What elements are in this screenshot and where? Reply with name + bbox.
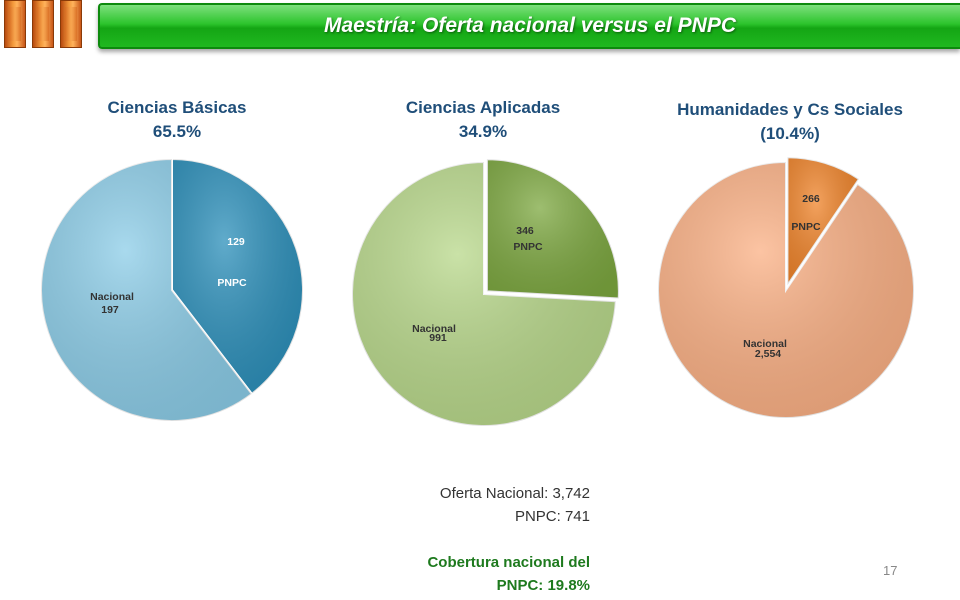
chart-1-heading: Ciencias Básicas 65.5% xyxy=(72,96,282,144)
pie-1-label-pnpc: PNPC xyxy=(217,277,247,289)
pie-3-slice-shade-nacional xyxy=(658,162,915,418)
tab-decoration-1 xyxy=(4,0,26,48)
pie-1-slice-shade-nacional xyxy=(41,159,252,421)
pie-2-value-pnpc: PNPC xyxy=(513,241,543,253)
summary-oferta-nacional: Oferta Nacional: 3,742 xyxy=(439,485,590,502)
chart-3-percent: (10.4%) xyxy=(760,124,820,143)
pie-1-value-pnpc: 129 xyxy=(227,236,245,248)
pie-2-slice-shade-pnpc xyxy=(486,159,619,299)
pie-2-slice-shade-nacional xyxy=(352,162,616,426)
title-banner: Maestría: Oferta nacional versus el PNPC xyxy=(98,3,960,49)
tab-decoration-2 xyxy=(32,0,54,48)
pie-3-value-nacional: 2,554 xyxy=(755,348,781,360)
pie-1-label-nacional: Nacional xyxy=(90,291,134,303)
pie-3-slice-shade-pnpc xyxy=(787,157,859,286)
summary-block: Oferta Nacional: 3,742 PNPC: 741 Cobertu… xyxy=(360,482,590,597)
chart-3-title: Humanidades y Cs Sociales xyxy=(677,100,903,119)
summary-pnpc: PNPC: 741 xyxy=(514,508,590,525)
pie-2-value-nacional: 991 xyxy=(429,332,447,344)
slide-title: Maestría: Oferta nacional versus el PNPC xyxy=(324,14,736,37)
page-number: 17 xyxy=(883,563,898,578)
chart-2-percent: 34.9% xyxy=(458,122,508,141)
pie-2-label-nacional: Nacional xyxy=(412,323,456,335)
chart-1-percent: 65.5% xyxy=(152,122,202,141)
summary-cobertura-label: Cobertura nacional del xyxy=(427,554,590,571)
chart-2-heading: Ciencias Aplicadas 34.9% xyxy=(378,96,588,144)
chart-1-title: Ciencias Básicas xyxy=(107,98,247,117)
decorative-tabs xyxy=(0,0,90,52)
pie-3-label-nacional: Nacional xyxy=(743,338,787,350)
pie-3-value-pnpc: PNPC xyxy=(791,221,821,233)
pie-3-label-pnpc: 266 xyxy=(802,193,820,205)
chart-3-heading: Humanidades y Cs Sociales (10.4%) xyxy=(660,98,920,146)
pie-1-value-nacional: 197 xyxy=(101,304,119,316)
chart-2-title: Ciencias Aplicadas xyxy=(405,98,561,117)
pie-1-slice-shade-pnpc xyxy=(172,159,303,394)
summary-cobertura-value: PNPC: 19.8% xyxy=(496,577,590,594)
tab-decoration-3 xyxy=(60,0,82,48)
pie-2-label-pnpc: 346 xyxy=(516,225,534,237)
